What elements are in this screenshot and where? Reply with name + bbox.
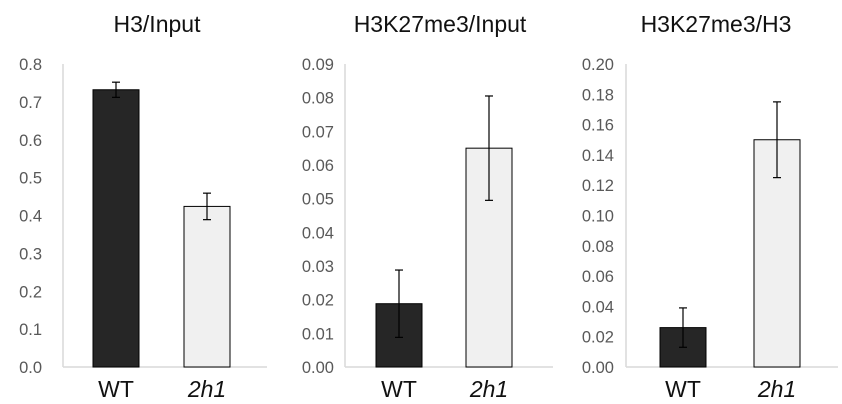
chart-panel-2: H3K27me3/Input 0.00 0.01 0.02 0.03 0.04 0.05 0.… [302, 11, 553, 402]
y-tick-label: 0.08 [302, 90, 334, 108]
error-bar [112, 81, 120, 98]
chart-title: H3/Input [114, 11, 202, 37]
x-category-label: 2h1 [187, 376, 226, 402]
y-tick-label: 0.5 [19, 170, 42, 188]
x-category-label: WT [381, 376, 417, 402]
y-tick-label: 0.14 [582, 147, 614, 165]
y-tick-label: 0.3 [19, 245, 42, 263]
y-tick-label: 0.10 [582, 208, 614, 226]
chart-title: H3K27me3/H3 [641, 11, 792, 37]
y-tick-label: 0.7 [19, 94, 42, 112]
y-tick-label: 0.09 [302, 56, 334, 74]
y-tick-label: 0.04 [582, 298, 614, 316]
y-tick-label: 0.04 [302, 224, 334, 242]
y-tick-label: 0.1 [19, 321, 42, 339]
error-bar [773, 101, 781, 179]
y-tick-label: 0.00 [582, 359, 614, 377]
y-tick-label: 0.03 [302, 258, 334, 276]
y-tick-label: 0.02 [302, 292, 334, 310]
x-category-label: WT [665, 376, 701, 402]
y-tick-label: 0.20 [582, 56, 614, 74]
y-tick-label: 0.18 [582, 86, 614, 104]
error-bar [203, 192, 211, 221]
y-tick-label: 0.05 [302, 191, 334, 209]
error-bar [395, 269, 403, 338]
chart-title: H3K27me3/Input [354, 11, 527, 37]
y-tick-label: 0.07 [302, 123, 334, 141]
y-tick-label: 0.06 [302, 157, 334, 175]
y-tick-label: 0.0 [19, 359, 42, 377]
y-tick-label: 0.2 [19, 283, 42, 301]
x-category-label: 2h1 [469, 376, 508, 402]
y-tick-label: 0.08 [582, 238, 614, 256]
chart-panel-1: H3/Input 0.0 0.1 0.2 0.3 0.4 0.5 0.6 0.7 0.8 WT 2h1 [19, 11, 267, 402]
y-tick-label: 0.06 [582, 268, 614, 286]
error-bar [679, 307, 687, 348]
x-category-label: 2h1 [757, 376, 796, 402]
y-tick-label: 0.12 [582, 177, 614, 195]
x-category-label: WT [98, 376, 134, 402]
chart-panel-3: H3K27me3/H3 0.00 0.02 0.04 0.06 0.08 0.10 0.12 0… [582, 11, 838, 402]
bar-mutant [183, 205, 231, 368]
y-tick-label: 0.01 [302, 325, 334, 343]
y-tick-label: 0.8 [19, 56, 42, 74]
y-tick-label: 0.00 [302, 359, 334, 377]
y-tick-label: 0.6 [19, 132, 42, 150]
error-bar [485, 95, 493, 201]
y-tick-label: 0.16 [582, 117, 614, 135]
y-tick-label: 0.02 [582, 329, 614, 347]
bar-wt [92, 89, 140, 368]
y-tick-label: 0.4 [19, 208, 42, 226]
